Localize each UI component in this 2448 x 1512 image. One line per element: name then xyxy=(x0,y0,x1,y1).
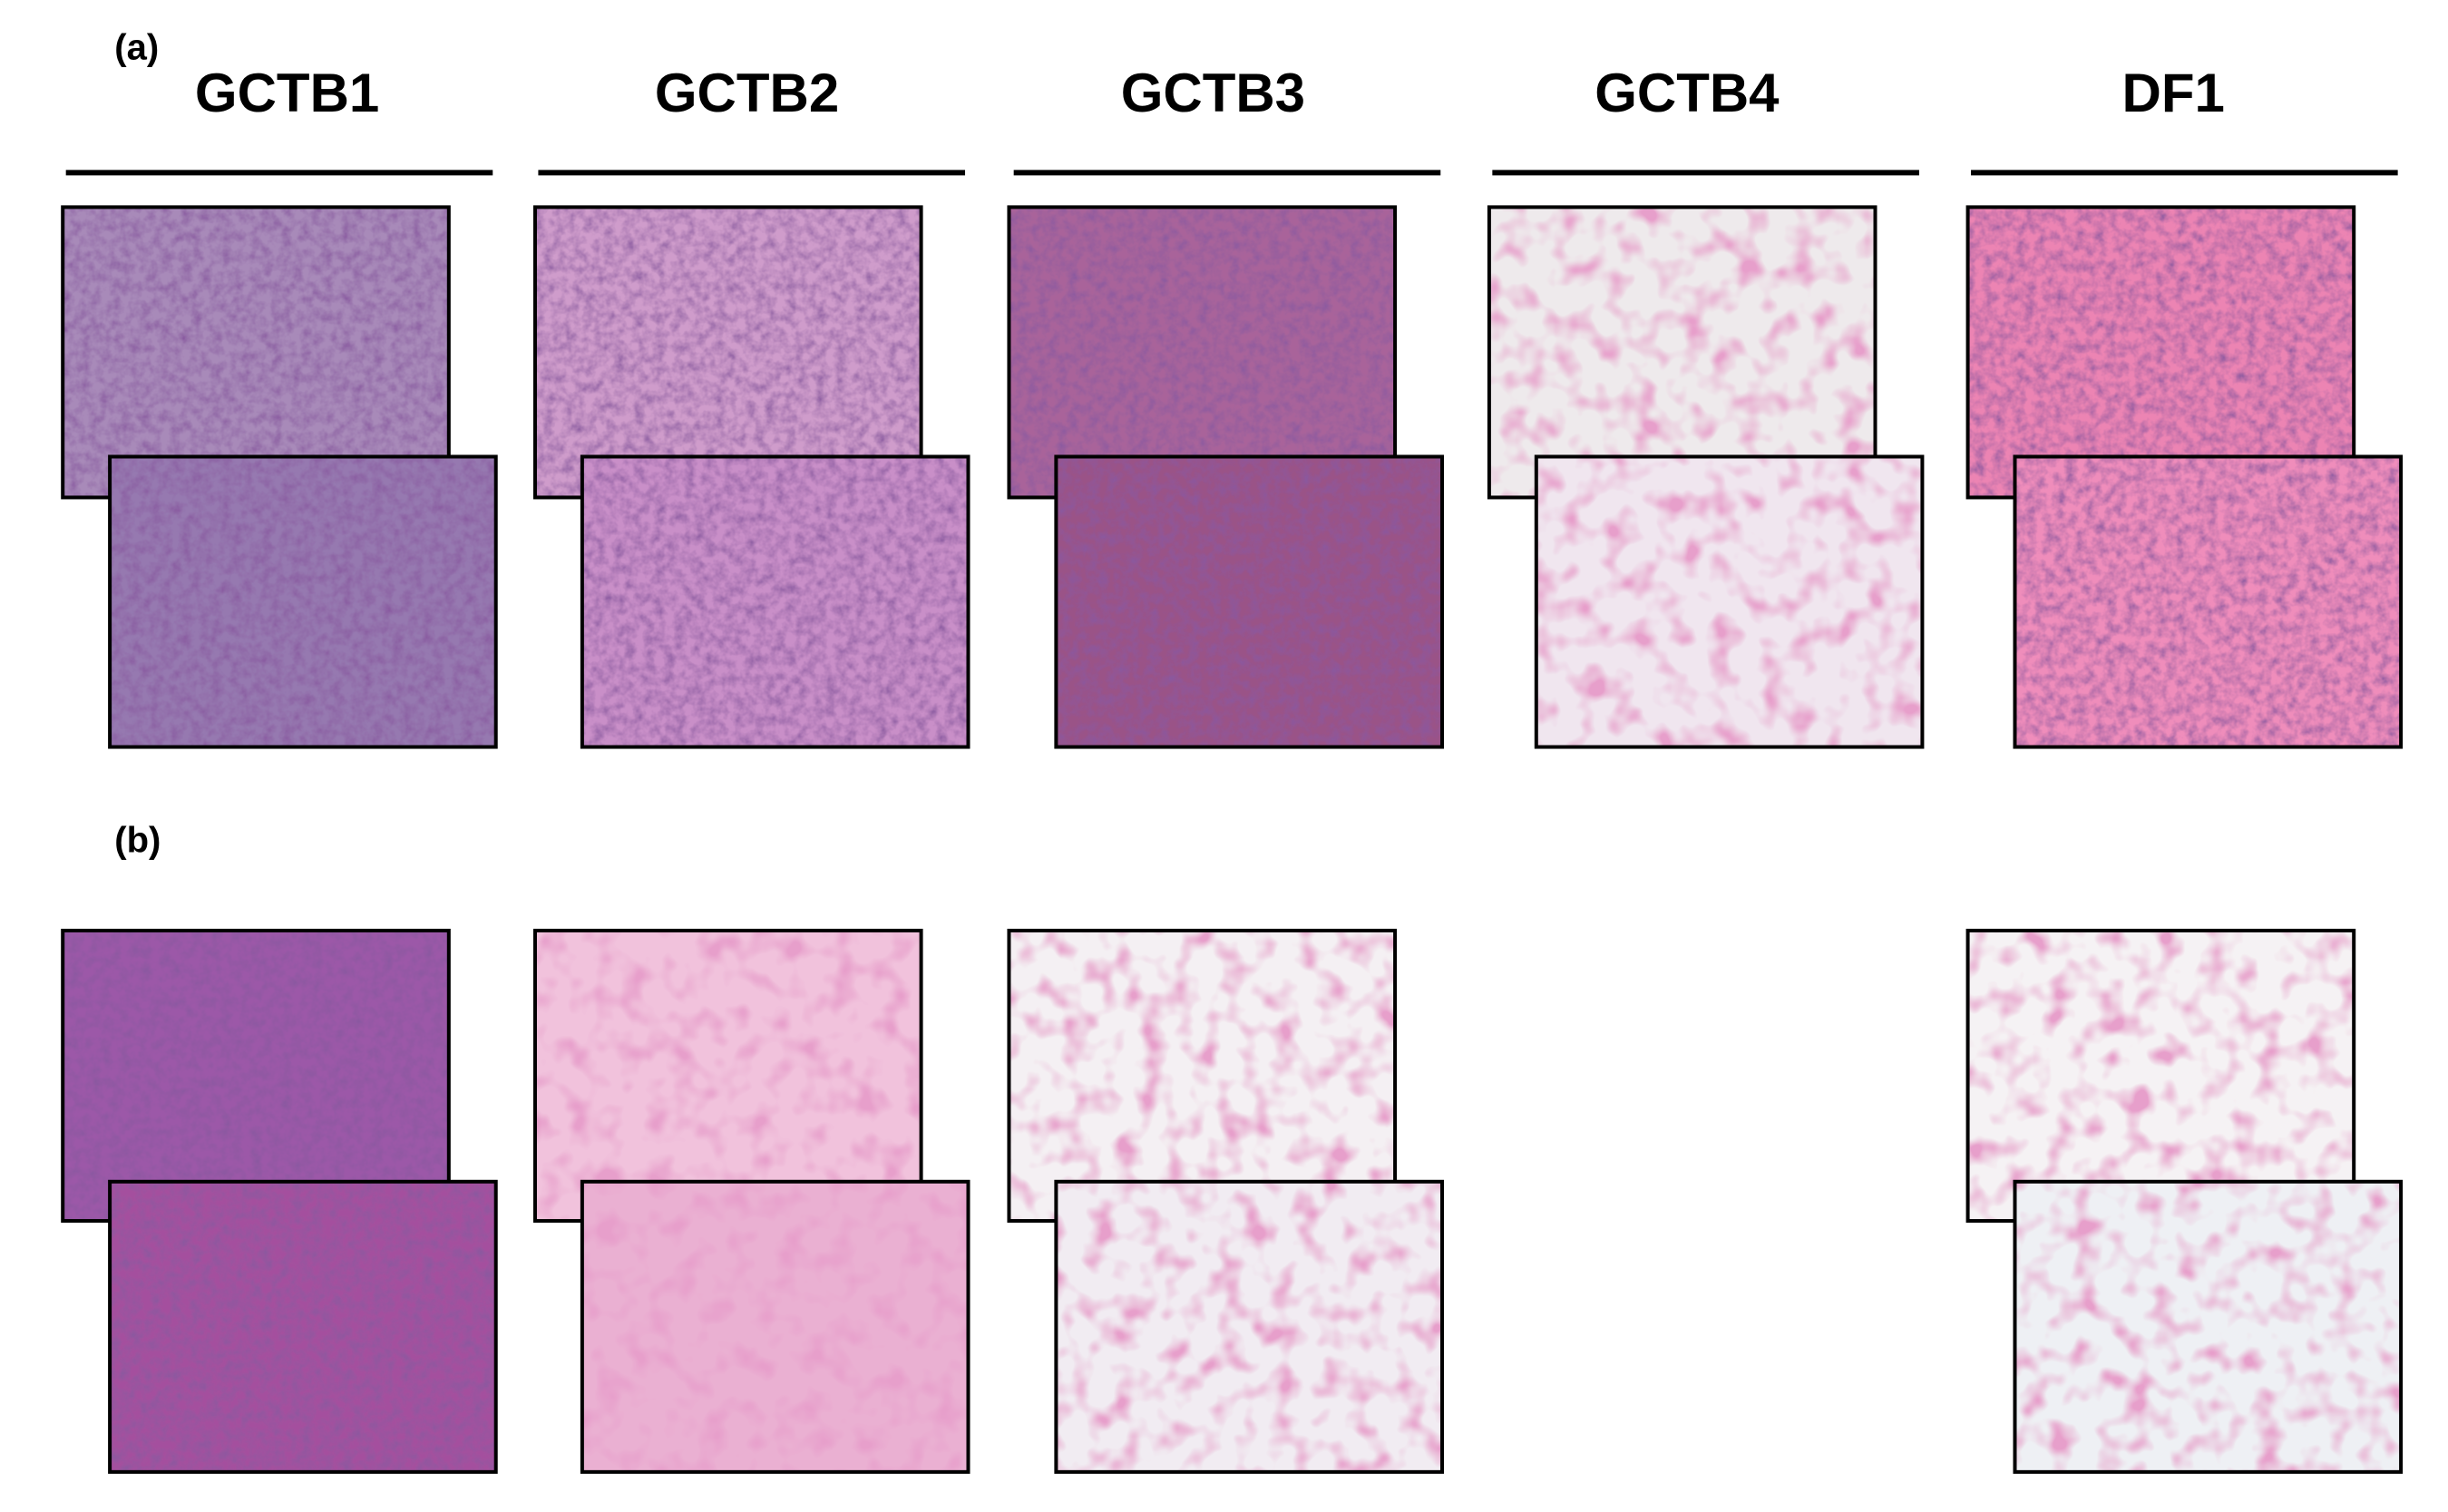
micrograph xyxy=(534,930,922,1222)
micrograph-inset xyxy=(1056,456,1442,747)
column-title: DF1 xyxy=(2122,63,2225,123)
column-title: GCTB1 xyxy=(195,63,379,123)
micrograph-inset xyxy=(110,1181,496,1472)
micrograph xyxy=(1967,207,2355,498)
micrograph-inset-frame xyxy=(2013,454,2404,749)
column-title: GCTB3 xyxy=(1121,63,1305,123)
micrograph-inset xyxy=(1056,1181,1442,1472)
micrograph xyxy=(63,207,449,498)
micrograph xyxy=(1009,930,1396,1222)
micrograph-inset-frame xyxy=(1054,1179,1444,1474)
micrograph-inset-frame xyxy=(108,1179,498,1474)
micrograph xyxy=(1488,207,1876,498)
column-title: GCTB4 xyxy=(1595,63,1780,123)
micrograph-inset xyxy=(2014,456,2402,747)
micrograph xyxy=(63,930,449,1222)
panel-label: (b) xyxy=(114,820,161,860)
micrograph-inset xyxy=(1536,456,1923,747)
micrograph-inset-frame xyxy=(1534,454,1925,749)
micrograph-inset-frame xyxy=(580,454,970,749)
micrograph-inset-frame xyxy=(1054,454,1444,749)
micrograph-inset xyxy=(2014,1181,2402,1472)
micrograph-inset xyxy=(581,1181,969,1472)
micrograph xyxy=(1009,207,1396,498)
micrograph xyxy=(534,207,922,498)
micrograph-inset xyxy=(110,456,496,747)
micrograph-inset-frame xyxy=(580,1179,970,1474)
micrograph-inset-frame xyxy=(2013,1179,2404,1474)
panel-label: (a) xyxy=(114,28,159,68)
micrograph-inset xyxy=(581,456,969,747)
micrograph xyxy=(1967,930,2355,1222)
micrograph-inset-frame xyxy=(108,454,498,749)
column-title: GCTB2 xyxy=(655,63,839,123)
